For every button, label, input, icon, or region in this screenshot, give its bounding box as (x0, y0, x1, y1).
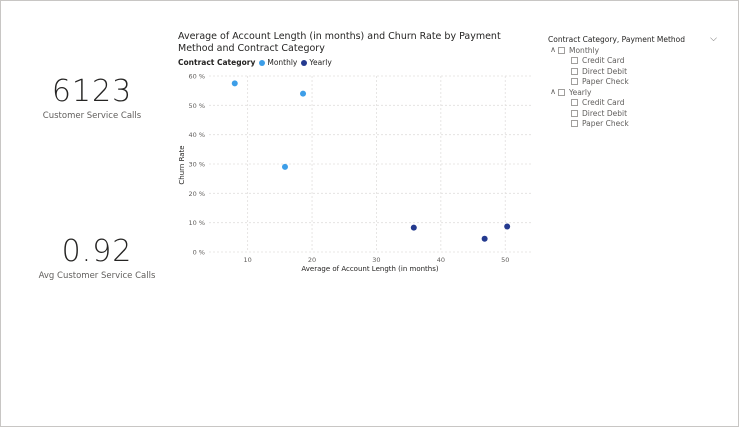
chevron-up-icon[interactable]: ∧ (550, 87, 556, 97)
data-point-monthly (231, 80, 238, 87)
checkbox[interactable] (571, 109, 578, 117)
legend-dot-icon (259, 59, 266, 66)
chevron-up-icon[interactable]: ∧ (550, 45, 556, 55)
checkbox[interactable] (558, 88, 565, 96)
slicer-item-label: Monthly (569, 45, 600, 55)
checkbox[interactable] (571, 120, 578, 128)
y-tick-label: 60 % (188, 73, 205, 81)
slicer-item-credit-card[interactable]: Credit Card (548, 56, 723, 67)
x-axis-ticks: 10 20 30 40 50 (243, 256, 509, 264)
slicer-item-label: Paper Check (582, 119, 629, 129)
slicer-header: Contract Category, Payment Method ⌵ (548, 33, 723, 45)
data-points (231, 80, 511, 242)
slicer-item-label: Credit Card (582, 56, 625, 66)
checkbox[interactable] (571, 67, 578, 75)
kpi-label: Avg Customer Service Calls (38, 271, 156, 281)
slicer-item-label: Paper Check (582, 77, 629, 87)
chart-grid (209, 75, 531, 253)
checkbox[interactable] (558, 46, 565, 54)
legend-title: Contract Category (178, 58, 256, 67)
slicer-list: ∧ Monthly Credit Card Direct Debit Paper Che… (548, 45, 723, 129)
y-tick-label: 50 % (188, 102, 205, 110)
scatter-chart[interactable]: 0 % 10 % 20 % 30 % 40 % 50 % 60 % 10 20 30 40 50 C… (171, 69, 536, 279)
x-tick-label: 50 (501, 256, 509, 264)
slicer-item-label: Direct Debit (582, 66, 628, 76)
data-point-monthly (281, 163, 288, 170)
checkbox[interactable] (571, 78, 578, 86)
slicer-item-paper-check[interactable]: Paper Check (548, 77, 723, 88)
data-point-yearly (410, 224, 417, 231)
chart-legend: Contract Category Monthly Yearly (178, 58, 336, 67)
x-axis-label: Average of Account Length (in months) (301, 265, 439, 273)
slicer-contract-payment: Contract Category, Payment Method ⌵ ∧ Mon… (548, 33, 723, 129)
slicer-item-direct-debit[interactable]: Direct Debit (548, 108, 723, 119)
y-axis-ticks: 0 % 10 % 20 % 30 % 40 % 50 % 60 % (188, 73, 205, 257)
legend-label: Yearly (309, 58, 332, 67)
chevron-down-icon[interactable]: ⌵ (710, 34, 717, 44)
slicer-item-paper-check[interactable]: Paper Check (548, 119, 723, 130)
y-tick-label: 0 % (193, 249, 205, 257)
data-point-yearly (504, 223, 511, 230)
slicer-item-credit-card[interactable]: Credit Card (548, 98, 723, 109)
legend-label: Monthly (267, 58, 298, 67)
y-tick-label: 30 % (188, 161, 205, 169)
kpi-label: Customer Service Calls (42, 111, 142, 121)
y-tick-label: 10 % (188, 219, 205, 227)
x-tick-label: 20 (308, 256, 316, 264)
x-tick-label: 40 (437, 256, 445, 264)
slicer-item-label: Direct Debit (582, 108, 628, 118)
y-tick-label: 40 % (188, 131, 205, 139)
data-point-yearly (481, 235, 488, 242)
slicer-item-direct-debit[interactable]: Direct Debit (548, 66, 723, 77)
y-axis-label: Churn Rate (178, 145, 186, 184)
legend-dot-icon (301, 59, 308, 66)
chart-title: Average of Account Length (in months) an… (178, 31, 501, 54)
legend-entry-monthly[interactable]: Monthly (259, 58, 297, 67)
checkbox[interactable] (571, 99, 578, 107)
x-tick-label: 10 (243, 256, 251, 264)
checkbox[interactable] (571, 57, 578, 65)
slicer-item-label: Credit Card (582, 98, 625, 108)
slicer-item-label: Yearly (569, 87, 592, 97)
slicer-title: Contract Category, Payment Method (548, 34, 686, 44)
kpi-card-service-calls[interactable]: 6123 Customer Service Calls (7, 74, 177, 122)
legend-entry-yearly[interactable]: Yearly (301, 58, 332, 67)
x-tick-label: 30 (372, 256, 380, 264)
slicer-group-monthly[interactable]: ∧ Monthly (548, 45, 723, 56)
data-point-monthly (300, 90, 307, 97)
kpi-value: 0.92 (61, 234, 133, 269)
y-tick-label: 20 % (188, 190, 205, 198)
kpi-card-avg-service-calls[interactable]: 0.92 Avg Customer Service Calls (12, 234, 182, 282)
slicer-group-yearly[interactable]: ∧ Yearly (548, 87, 723, 98)
kpi-value: 6123 (51, 74, 133, 109)
